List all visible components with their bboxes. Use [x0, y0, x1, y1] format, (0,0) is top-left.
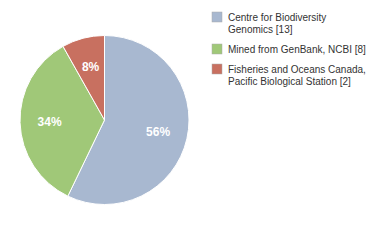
legend-label-line: Mined from GenBank, NCBI [8] [228, 44, 366, 55]
chart: 56% 34% 8% Centre for BiodiversityGenomics … [0, 0, 380, 240]
legend-label-line: Centre for Biodiversity [228, 12, 326, 23]
legend-label: Centre for BiodiversityGenomics [13] [228, 12, 326, 35]
legend-swatch [212, 44, 222, 54]
legend: Centre for BiodiversityGenomics [13] Mine… [212, 12, 366, 87]
pie [20, 36, 189, 205]
data-labels: 56% 34% 8% [38, 60, 171, 139]
pie-slice [63, 36, 104, 121]
legend-label-line: Genomics [13] [228, 24, 293, 35]
legend-label: Fisheries and Oceans Canada,Pacific Biol… [228, 64, 366, 87]
legend-label-line: Pacific Biological Station [2] [228, 76, 351, 87]
legend-label: Mined from GenBank, NCBI [8] [228, 44, 366, 55]
pie-slice [20, 46, 105, 196]
data-label: 34% [38, 115, 62, 129]
legend-swatch [212, 12, 222, 22]
legend-label-line: Fisheries and Oceans Canada, [228, 64, 366, 75]
data-label: 56% [146, 125, 170, 139]
data-label: 8% [82, 60, 100, 74]
legend-swatch [212, 64, 222, 74]
